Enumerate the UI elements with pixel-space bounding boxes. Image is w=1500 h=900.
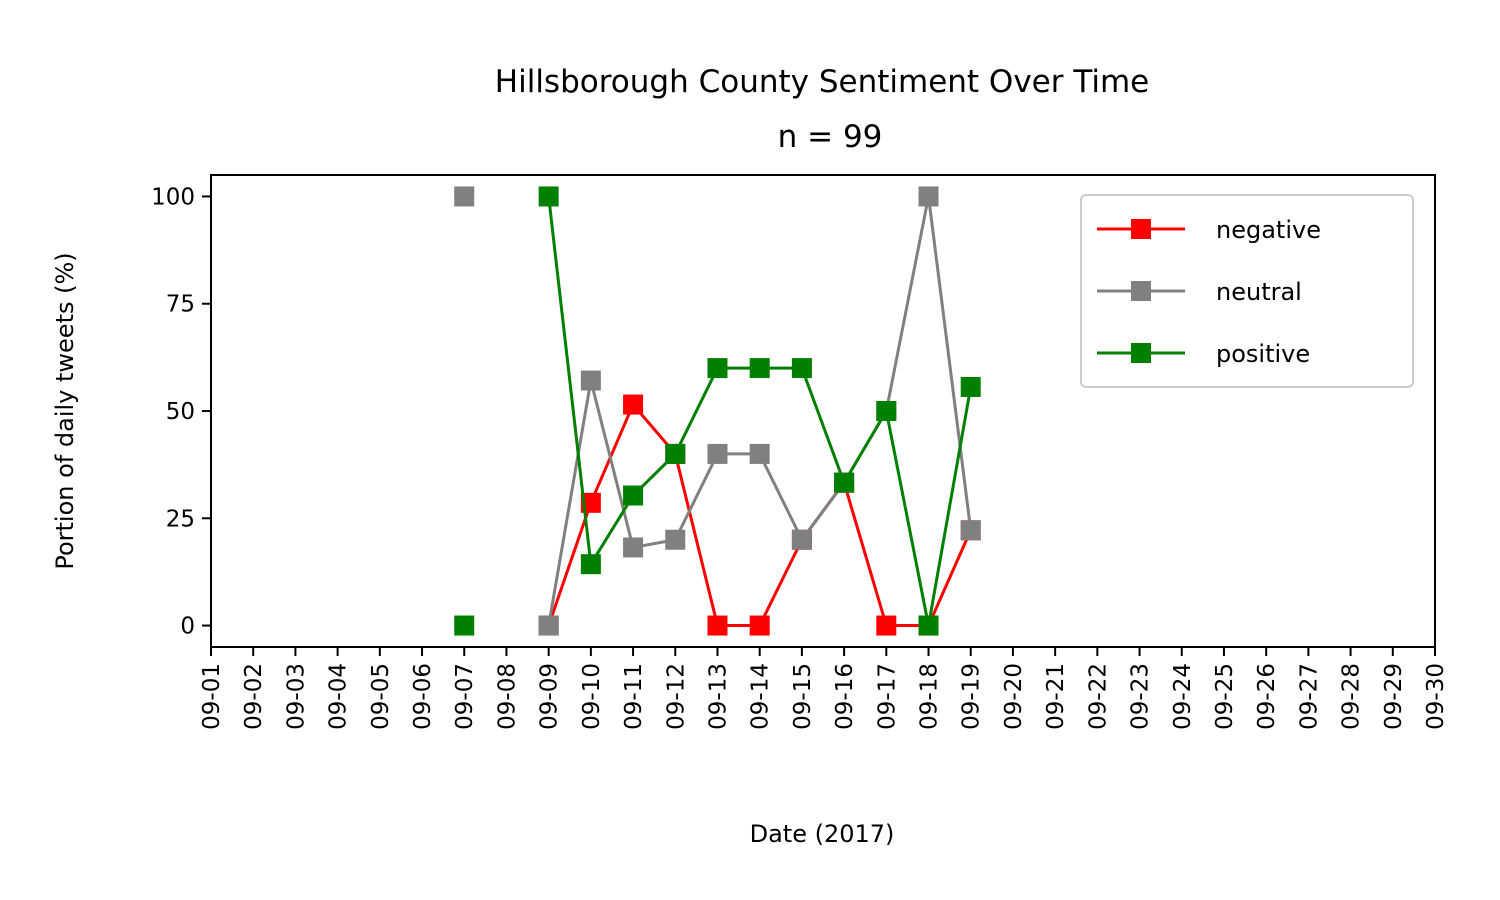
x-tick-label: 09-18	[917, 663, 943, 730]
x-tick-label: 09-21	[1043, 663, 1069, 730]
x-tick-label: 09-19	[959, 663, 985, 730]
legend-marker-positive	[1131, 343, 1151, 363]
x-tick-label: 09-29	[1381, 663, 1407, 730]
x-tick-label: 09-17	[874, 663, 900, 730]
x-tick-label: 09-27	[1296, 663, 1322, 730]
x-tick-label: 09-07	[452, 663, 478, 730]
y-tick-label: 0	[180, 614, 195, 640]
x-tick-label: 09-06	[410, 663, 436, 730]
data-point-neutral	[791, 529, 812, 550]
series-line-positive	[547, 196, 973, 628]
y-tick-label: 100	[151, 184, 195, 210]
legend: negative neutral positive	[1080, 194, 1414, 388]
data-point-neutral	[707, 443, 728, 464]
legend-label-positive: positive	[1216, 340, 1310, 368]
series-neutral	[454, 186, 981, 636]
x-tick-label: 09-16	[832, 663, 858, 730]
data-point-neutral	[749, 443, 770, 464]
data-point-positive	[918, 615, 939, 636]
chart-subtitle: n = 99	[778, 119, 883, 155]
y-tick-label: 25	[166, 506, 195, 532]
x-axis: 09-01 09-02 09-03 09-04 09-05 09-06 09-07 09-08…	[199, 647, 1449, 730]
x-tick-label: 09-15	[790, 663, 816, 730]
data-point-neutral	[454, 186, 475, 207]
y-tick-label: 50	[166, 399, 195, 425]
data-point-positive	[876, 401, 897, 421]
x-tick-label: 09-20	[1001, 663, 1027, 730]
legend-marker-negative	[1131, 219, 1151, 239]
x-tick-label: 09-12	[663, 663, 689, 730]
x-tick-label: 09-30	[1423, 663, 1449, 730]
series-line-neutral	[547, 194, 973, 626]
data-point-positive	[623, 485, 644, 506]
data-point-neutral	[580, 370, 601, 391]
y-tick-label: 75	[166, 292, 195, 318]
data-point-positive	[749, 358, 770, 379]
x-tick-label: 09-23	[1128, 663, 1154, 730]
x-axis-label: Date (2017)	[750, 820, 895, 848]
data-point-positive	[834, 472, 855, 493]
x-tick-label: 09-04	[326, 663, 352, 730]
data-point-positive	[580, 554, 601, 575]
x-tick-label: 09-22	[1085, 663, 1111, 730]
x-tick-label: 09-03	[283, 663, 309, 730]
legend-box	[1080, 194, 1414, 388]
x-tick-label: 09-24	[1170, 663, 1196, 730]
data-point-positive	[791, 358, 812, 379]
x-tick-label: 09-28	[1339, 663, 1365, 730]
x-tick-label: 09-01	[199, 663, 225, 730]
data-point-neutral	[960, 520, 981, 541]
legend-label-negative: negative	[1216, 216, 1321, 244]
x-tick-label: 09-26	[1254, 663, 1280, 730]
data-point-positive	[665, 443, 686, 464]
chart-title: Hillsborough County Sentiment Over Time	[495, 64, 1149, 100]
data-point-positive	[538, 186, 559, 207]
data-point-neutral	[918, 186, 939, 207]
x-tick-label: 09-05	[368, 663, 394, 730]
x-tick-label: 09-10	[579, 663, 605, 730]
x-tick-label: 09-08	[494, 663, 520, 730]
data-point-neutral	[623, 537, 644, 558]
legend-label-neutral: neutral	[1216, 278, 1302, 306]
data-point-positive	[960, 376, 981, 397]
plot-area	[454, 186, 981, 636]
data-point-neutral	[538, 615, 559, 636]
data-point-negative	[876, 615, 897, 636]
x-tick-label: 09-09	[537, 663, 563, 730]
x-tick-label: 09-13	[705, 663, 731, 730]
data-point-neutral	[665, 529, 686, 550]
series-positive	[454, 186, 981, 636]
data-point-positive	[707, 358, 728, 379]
x-tick-label: 09-14	[748, 663, 774, 730]
legend-marker-neutral	[1131, 281, 1151, 301]
x-tick-label: 09-02	[241, 663, 267, 730]
data-point-negative	[749, 615, 770, 636]
data-point-negative	[707, 615, 728, 636]
x-tick-label: 09-11	[621, 663, 647, 730]
y-axis-label: Portion of daily tweets (%)	[51, 252, 79, 569]
data-point-positive	[454, 615, 475, 636]
x-tick-label: 09-25	[1212, 663, 1238, 730]
data-point-negative	[623, 394, 644, 415]
y-axis: 0 25 50 75 100	[151, 184, 211, 640]
